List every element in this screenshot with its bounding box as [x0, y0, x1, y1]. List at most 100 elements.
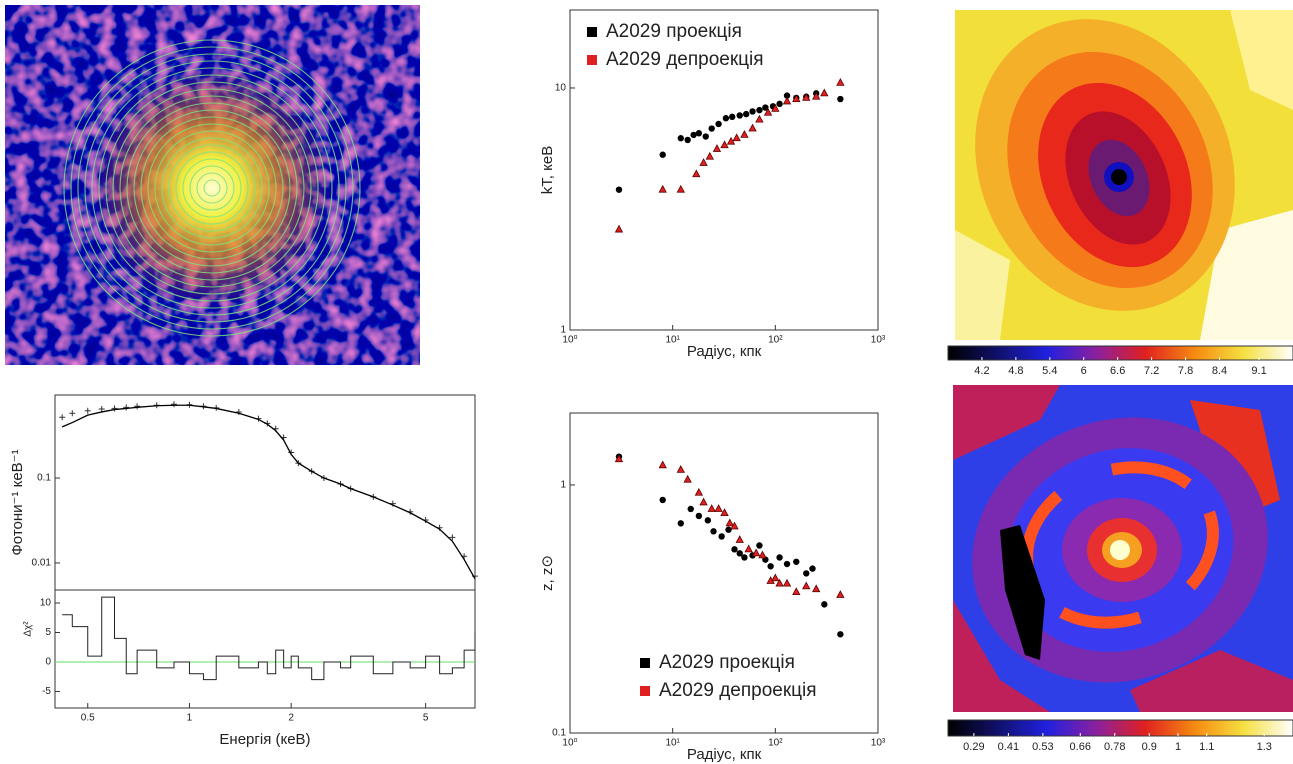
legend-label: A2029 проекція	[606, 21, 742, 42]
spectrum-point	[84, 407, 91, 414]
data-point	[615, 186, 623, 193]
y-axis-label: z, z⊙	[539, 555, 556, 591]
annulus	[112, 88, 312, 288]
annulus	[70, 46, 354, 330]
annulus	[140, 116, 284, 260]
data-point	[756, 542, 763, 549]
colorbar-tick-label: 5.4	[1042, 365, 1057, 377]
data-point	[758, 550, 767, 559]
data-point	[740, 130, 749, 138]
x-tick-label: 0.5	[81, 713, 95, 724]
annulus	[161, 137, 263, 239]
colorbar-tick-label: 0.29	[963, 741, 984, 753]
legend-swatch	[640, 658, 650, 668]
data-point	[776, 554, 783, 561]
x-tick-label: 5	[423, 713, 429, 724]
data-point	[749, 108, 756, 115]
colorbar-tick-label: 9.1	[1251, 365, 1266, 377]
data-point	[792, 94, 801, 102]
colorbar-tick-label: 0.66	[1070, 741, 1091, 753]
legend-label: A2029 депроекція	[606, 49, 764, 70]
annulus	[84, 60, 340, 316]
annulus	[175, 151, 249, 225]
spectrum-point	[98, 405, 105, 412]
plot-frame	[569, 9, 879, 331]
y-tick-label: 1	[560, 325, 566, 336]
data-point	[730, 521, 739, 530]
data-point	[803, 570, 810, 577]
x-axis-label: Радіус, кпк	[687, 343, 762, 360]
annulus	[126, 102, 298, 274]
colorbar-tick-label: 8.4	[1212, 365, 1227, 377]
legend-swatch	[587, 27, 597, 37]
y-tick-label: 10	[555, 83, 567, 94]
x-tick-label: 10²	[768, 335, 783, 346]
data-point	[735, 535, 744, 543]
data-point	[742, 110, 750, 118]
spectrum-point	[111, 405, 118, 412]
data-point	[755, 114, 764, 123]
data-point	[720, 140, 729, 149]
y-tick-label: 0.01	[32, 558, 52, 569]
annulus	[182, 158, 242, 218]
y-tick-label: -5	[42, 686, 51, 697]
spectrum-point	[235, 408, 242, 415]
data-point	[714, 504, 723, 512]
data-point	[763, 107, 773, 116]
x-axis-label: Енергія (кеВ)	[219, 731, 310, 748]
data-point	[802, 581, 811, 590]
data-point	[732, 133, 741, 142]
temperature-map	[955, 10, 1293, 340]
data-point	[809, 565, 816, 572]
y-tick-label: 1	[560, 480, 566, 491]
data-point	[836, 78, 845, 86]
annulus	[203, 179, 221, 197]
x-tick-label: 1	[187, 713, 193, 724]
data-point	[836, 590, 845, 598]
x-tick-label: 10²	[768, 738, 783, 749]
data-point	[782, 578, 792, 587]
data-point	[684, 136, 691, 144]
colorbar-tick-label: 4.2	[974, 365, 989, 377]
annulus	[154, 130, 270, 246]
data-point	[751, 548, 761, 557]
data-point	[821, 601, 828, 608]
data-point	[705, 151, 714, 160]
data-point	[614, 454, 624, 463]
data-point	[782, 96, 792, 105]
colorbar	[947, 345, 1293, 361]
y-axis-label: kT, кеВ	[539, 146, 556, 194]
data-point	[731, 546, 738, 553]
data-point	[614, 224, 624, 233]
data-point	[699, 497, 708, 506]
legend-label: A2029 проекція	[659, 652, 795, 673]
x-tick-label: 10³	[871, 335, 886, 346]
data-point	[659, 151, 666, 158]
data-point	[707, 504, 716, 512]
data-point	[812, 91, 821, 100]
data-point	[683, 474, 692, 483]
data-point	[725, 518, 734, 527]
x-tick-label: 10⁰	[562, 738, 577, 749]
data-point	[775, 578, 784, 587]
annulus	[133, 109, 291, 267]
legend-label: A2029 депроекція	[659, 680, 817, 701]
metallicity-map	[953, 385, 1293, 712]
data-point	[659, 496, 666, 504]
data-point	[736, 112, 743, 119]
data-point	[718, 533, 725, 540]
spectrum-point	[69, 410, 76, 417]
spectrum-point	[123, 404, 130, 411]
colorbar-tick-label: 1.3	[1257, 741, 1272, 753]
xray-image	[5, 5, 420, 365]
colorbar-tick-label: 6.6	[1110, 365, 1125, 377]
colorbar-tick-label: 6	[1081, 365, 1087, 377]
x-tick-label: 10³	[871, 738, 886, 749]
data-point	[820, 88, 829, 97]
data-point	[710, 528, 717, 535]
data-point	[715, 120, 722, 128]
colorbar-tick-label: 7.2	[1144, 365, 1159, 377]
x-tick-label: 10⁰	[562, 335, 577, 346]
data-point	[728, 113, 736, 121]
spectrum-point	[134, 403, 141, 410]
